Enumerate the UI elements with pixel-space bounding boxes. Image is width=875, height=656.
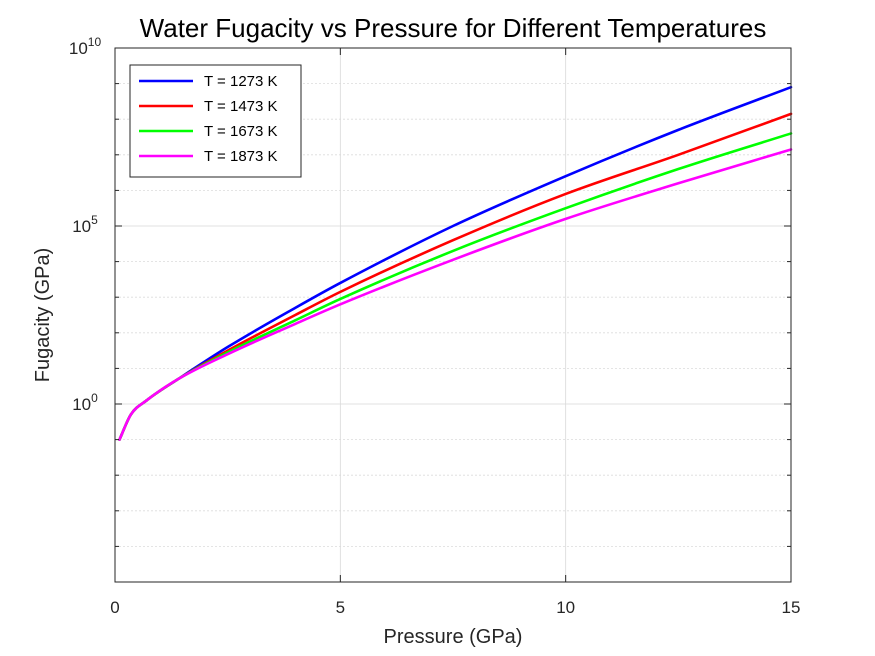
x-tick-label: 15 (782, 598, 801, 617)
x-axis-label: Pressure (GPa) (384, 626, 523, 648)
legend-label-2: T = 1473 K (204, 98, 278, 115)
x-tick-label: 10 (556, 598, 575, 617)
legend-label-3: T = 1673 K (204, 123, 278, 140)
x-tick-label: 5 (336, 598, 345, 617)
series-lines (118, 85, 793, 441)
y-axis-label: Fugacity (GPa) (32, 248, 54, 382)
legend-label-4: T = 1873 K (204, 148, 278, 165)
legend-label-1: T = 1273 K (204, 73, 278, 90)
series-line-4 (118, 148, 793, 441)
y-tick-label: 105 (72, 213, 98, 236)
axis-ticks: 100 105 1010 0 5 10 15 (69, 35, 801, 617)
chart-title: Water Fugacity vs Pressure for Different… (140, 13, 767, 43)
x-tick-label: 0 (110, 598, 119, 617)
y-tick-label: 1010 (69, 35, 102, 58)
plot-frame (114, 47, 792, 583)
legend: T = 1273 K T = 1473 K T = 1673 K T = 1873 K (129, 64, 302, 178)
y-tick-label: 100 (72, 391, 98, 414)
legend-box (129, 64, 302, 178)
